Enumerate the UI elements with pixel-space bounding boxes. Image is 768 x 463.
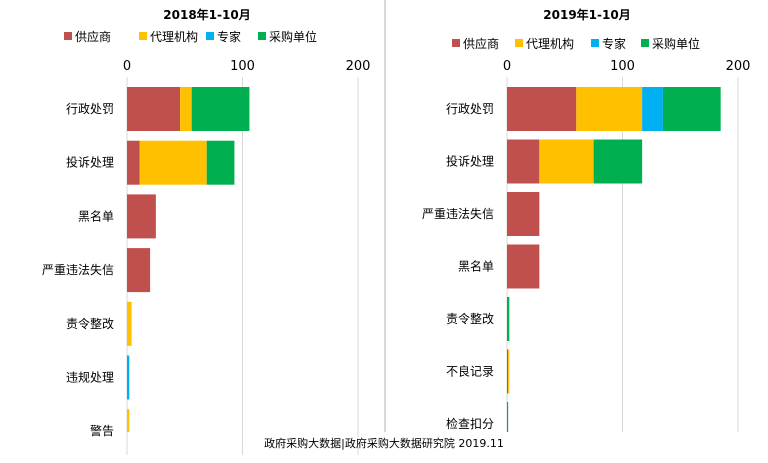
bar-2-4	[206, 140, 235, 185]
category-label-7: 警告	[90, 423, 114, 438]
bar-7-2	[127, 409, 130, 432]
bar-4-1	[507, 244, 540, 289]
category-label-5: 责令整改	[446, 311, 494, 326]
legend-swatch-2	[139, 32, 147, 40]
legend-label-4: 采购单位	[269, 29, 317, 44]
bar-6-2	[508, 349, 510, 394]
bar-1-3	[642, 87, 663, 131]
bar-3-1	[507, 192, 540, 236]
x-tick-label-200: 200	[346, 59, 371, 74]
category-label-2: 投诉处理	[446, 154, 494, 169]
legend-swatch-3	[591, 39, 599, 47]
x-tick-label-0: 0	[503, 59, 511, 74]
bar-1-2	[180, 87, 192, 131]
bar-2-1	[127, 140, 140, 185]
bar-1-1	[507, 87, 577, 131]
bar-5-4	[507, 297, 510, 341]
chart-title: 2018年1-10月	[163, 7, 250, 22]
legend-swatch-1	[452, 39, 460, 47]
category-label-4: 严重违法失信	[42, 262, 114, 277]
x-tick-label-100: 100	[610, 59, 635, 74]
legend-swatch-1	[64, 32, 72, 40]
legend-label-4: 采购单位	[652, 36, 700, 51]
legend-swatch-4	[258, 32, 266, 40]
bar-2-4	[593, 139, 643, 184]
category-label-1: 行政处罚	[66, 102, 114, 116]
legend-label-3: 专家	[602, 36, 626, 51]
category-label-3: 黑名单	[78, 208, 114, 223]
bar-1-1	[127, 87, 181, 131]
bar-6-1	[507, 349, 509, 394]
legend-label-3: 专家	[217, 29, 241, 44]
bar-2-2	[139, 140, 207, 185]
legend-label-2: 代理机构	[526, 36, 574, 51]
source-note: 政府采购大数据|政府采购大数据研究院 2019.11	[264, 436, 504, 450]
legend-swatch-2	[515, 39, 523, 47]
category-label-1: 行政处罚	[446, 102, 494, 116]
bar-2-1	[507, 139, 540, 184]
x-tick-label-0: 0	[123, 59, 131, 74]
category-label-3: 严重违法失信	[422, 206, 494, 221]
category-label-6: 违规处理	[66, 370, 114, 385]
bar-5-2	[127, 301, 132, 346]
bar-1-2	[576, 87, 643, 131]
bar-2-2	[539, 139, 594, 184]
category-label-5: 责令整改	[66, 316, 114, 331]
bar-6-3	[127, 355, 130, 400]
bar-1-4	[662, 87, 721, 131]
legend-label-2: 代理机构	[150, 29, 198, 44]
chart-title: 2019年1-10月	[543, 7, 630, 22]
bar-1-4	[191, 87, 250, 131]
bar-3-1	[127, 194, 156, 239]
legend-label-1: 供应商	[463, 36, 499, 51]
x-tick-label-100: 100	[230, 59, 255, 74]
category-label-6: 不良记录	[446, 364, 494, 379]
bar-7-4	[507, 402, 509, 432]
bar-4-1	[127, 248, 151, 293]
x-tick-label-200: 200	[726, 59, 751, 74]
category-label-7: 检查扣分	[446, 416, 494, 431]
category-label-4: 黑名单	[458, 259, 494, 274]
legend-swatch-4	[641, 39, 649, 47]
legend-label-1: 供应商	[75, 29, 111, 44]
legend-swatch-3	[206, 32, 214, 40]
category-label-2: 投诉处理	[66, 155, 114, 170]
